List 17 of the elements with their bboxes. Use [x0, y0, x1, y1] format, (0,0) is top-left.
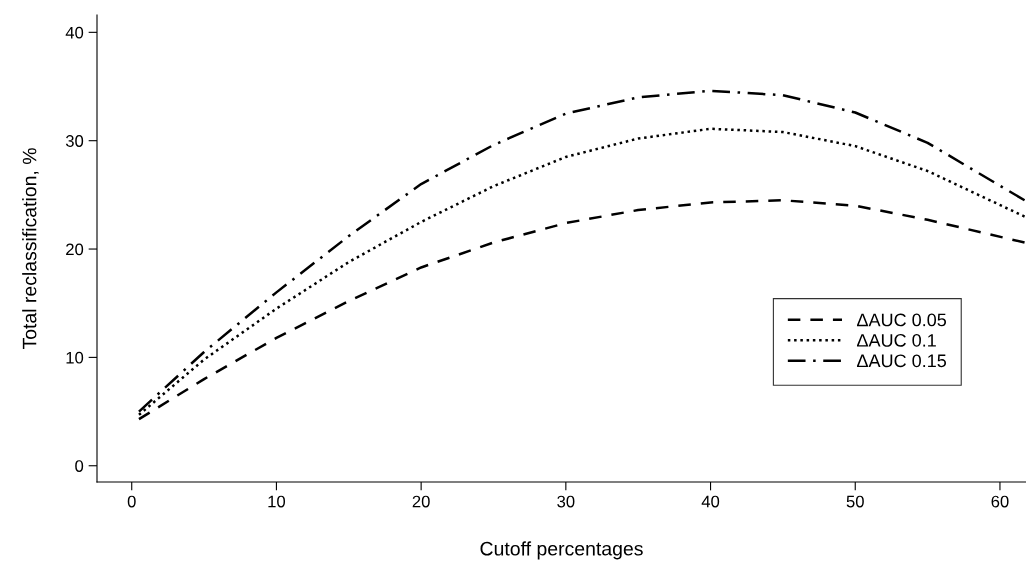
legend-label: ΔAUC 0.1: [856, 333, 936, 347]
x-tick-label: 30: [557, 495, 575, 508]
y-axis-title: Total reclassification, %: [22, 148, 39, 350]
x-axis-title: Cutoff percentages: [480, 541, 643, 560]
x-tick-label: 10: [268, 495, 286, 508]
x-tick-label: 0: [127, 495, 136, 508]
y-tick-label: 0: [75, 460, 84, 472]
x-tick-label: 50: [846, 495, 864, 508]
y-tick-label: 40: [65, 26, 84, 39]
y-tick-label: 30: [65, 135, 84, 147]
legend-label: ΔAUC 0.15: [856, 354, 947, 368]
x-tick-label: 60: [991, 495, 1009, 508]
y-tick-label: 20: [66, 243, 84, 256]
y-tick-label: 10: [66, 351, 84, 364]
legend-label: ΔAUC 0.05: [856, 313, 947, 327]
x-tick-label: 20: [412, 495, 430, 508]
x-tick-label: 40: [701, 495, 720, 508]
